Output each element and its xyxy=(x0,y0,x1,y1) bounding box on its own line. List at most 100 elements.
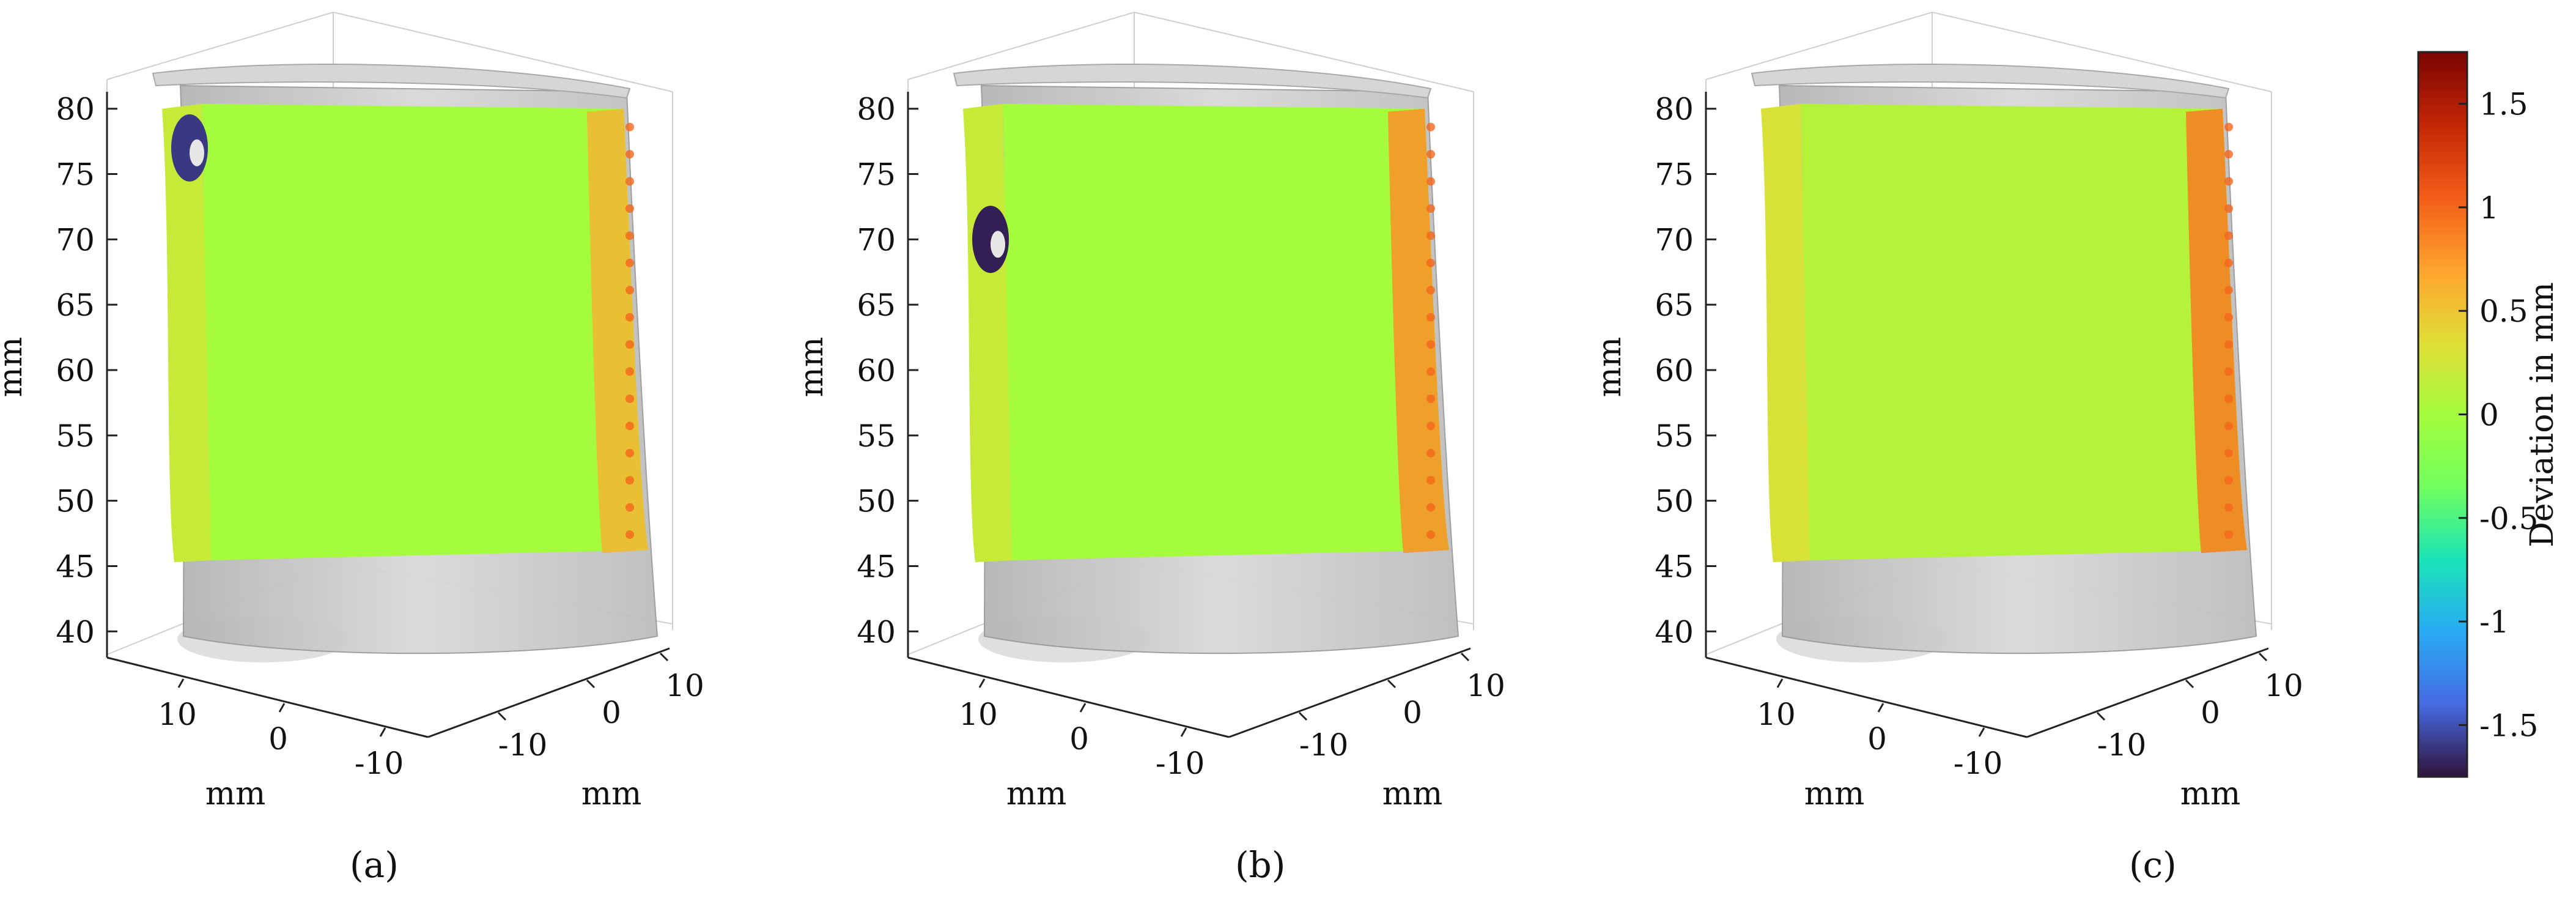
deviation-surface xyxy=(963,103,1449,563)
y-tick xyxy=(497,711,507,721)
z-tick-label: 60 xyxy=(56,353,95,388)
z-tick-label: 40 xyxy=(56,614,95,650)
texture-dot xyxy=(2224,286,2233,295)
z-tick-label: 50 xyxy=(857,484,896,519)
x-tick-label: 10 xyxy=(959,697,998,732)
z-tick-label: 75 xyxy=(857,157,896,193)
y-axis-line xyxy=(427,647,670,738)
texture-dot xyxy=(626,340,634,349)
surface-hole-core xyxy=(991,231,1005,258)
texture-dot xyxy=(626,394,634,403)
texture-dot xyxy=(2224,421,2233,431)
x-tick-label: 0 xyxy=(268,721,288,757)
texture-dot xyxy=(1426,231,1435,240)
texture-dot xyxy=(1426,122,1435,132)
z-tick-label: 50 xyxy=(1655,484,1694,519)
y-tick xyxy=(1460,652,1470,662)
z-tick-label: 75 xyxy=(1655,157,1694,193)
y-tick xyxy=(586,679,596,689)
x-axis-label: mm xyxy=(205,776,266,812)
deviation-surface xyxy=(162,103,648,563)
z-tick-label: 45 xyxy=(56,549,95,584)
texture-dot xyxy=(626,286,634,295)
deviation-surface xyxy=(1761,103,2247,563)
z-tick-label: 40 xyxy=(1655,614,1694,650)
surface-trailing-edge xyxy=(2186,108,2247,554)
texture-dot xyxy=(626,177,634,186)
colorbar: 1.5 1 0.5 0 -0.5 -1 -1.5 Deviation in mm xyxy=(2417,51,2561,778)
x-tick-label: 10 xyxy=(158,697,197,732)
x-axis-line xyxy=(907,656,1230,738)
texture-dot xyxy=(626,313,634,322)
y-tick xyxy=(2258,652,2268,662)
x-tick xyxy=(1978,727,1985,737)
colorbar-tick-label: -0.5 xyxy=(2479,501,2538,536)
texture-dot xyxy=(2224,530,2233,539)
z-tick-label: 65 xyxy=(56,287,95,323)
x-tick xyxy=(1079,703,1087,713)
z-tick-label: 70 xyxy=(1655,222,1694,258)
blade-top-cap xyxy=(152,64,631,99)
x-tick xyxy=(978,678,986,688)
colorbar-tick-label: 1 xyxy=(2479,190,2499,226)
surface-main xyxy=(1801,103,2247,561)
y-tick xyxy=(659,652,669,662)
x-axis-line xyxy=(1705,656,2028,738)
panel-c: 40 45 50 55 60 65 70 75 80 mm 10 0 -10 mm -10 0 10 mm xyxy=(1592,11,2303,812)
y-tick xyxy=(2185,679,2194,689)
x-tick xyxy=(177,678,185,688)
x-axis-label: mm xyxy=(1006,776,1067,812)
z-tick-label: 80 xyxy=(56,92,95,127)
texture-dot xyxy=(626,530,634,539)
texture-dot xyxy=(1426,258,1435,267)
y-tick-label: -10 xyxy=(2097,727,2147,763)
texture-dot xyxy=(2224,177,2233,186)
colorbar-tick-label: 0.5 xyxy=(2479,294,2528,329)
x-tick-label: 10 xyxy=(1757,697,1796,732)
z-tick-label: 55 xyxy=(56,418,95,454)
y-axis-line xyxy=(1228,647,1471,738)
z-tick-label: 40 xyxy=(857,614,896,650)
y-axis-label: mm xyxy=(581,776,642,812)
surface-hole-core xyxy=(190,139,204,166)
surface-leading-strip xyxy=(162,103,211,563)
y-tick-label: 0 xyxy=(2201,695,2220,730)
y-tick-label: 0 xyxy=(1403,695,1422,730)
texture-dot xyxy=(626,448,634,458)
y-axis-line xyxy=(2026,647,2269,738)
blade-top-cap xyxy=(953,64,1432,99)
y-tick xyxy=(1298,711,1308,721)
x-tick xyxy=(1877,703,1884,713)
surface-leading-strip xyxy=(1761,103,1810,563)
z-axis-label: mm xyxy=(0,337,29,398)
texture-dot xyxy=(2224,476,2233,485)
y-tick-label: 10 xyxy=(1466,668,1505,703)
y-axis-label: mm xyxy=(1382,776,1443,812)
texture-dot xyxy=(2224,231,2233,240)
texture-dot xyxy=(1426,503,1435,512)
texture-dot xyxy=(2224,313,2233,322)
texture-dot xyxy=(1426,530,1435,539)
x-axis-label: mm xyxy=(1804,776,1865,812)
blade-top-cap xyxy=(1751,64,2230,99)
y-tick-label: -10 xyxy=(1299,727,1349,763)
texture-dot xyxy=(626,258,634,267)
texture-dot xyxy=(1426,394,1435,403)
texture-dot xyxy=(2224,367,2233,376)
surface-main xyxy=(202,103,648,561)
x-tick-label: -10 xyxy=(355,746,404,781)
x-tick-label: -10 xyxy=(1156,746,1205,781)
z-tick-label: 55 xyxy=(1655,418,1694,454)
surface-trailing-edge xyxy=(1388,108,1449,554)
texture-dot xyxy=(1426,177,1435,186)
z-tick-label: 75 xyxy=(56,157,95,193)
texture-dot xyxy=(2224,122,2233,132)
panel-label-a: (a) xyxy=(350,844,399,886)
texture-dot xyxy=(2224,340,2233,349)
z-tick-label: 45 xyxy=(1655,549,1694,584)
z-tick-label: 70 xyxy=(857,222,896,258)
panel-label-b: (b) xyxy=(1235,844,1286,886)
texture-dot xyxy=(1426,204,1435,213)
y-tick-label: 10 xyxy=(2264,668,2303,703)
